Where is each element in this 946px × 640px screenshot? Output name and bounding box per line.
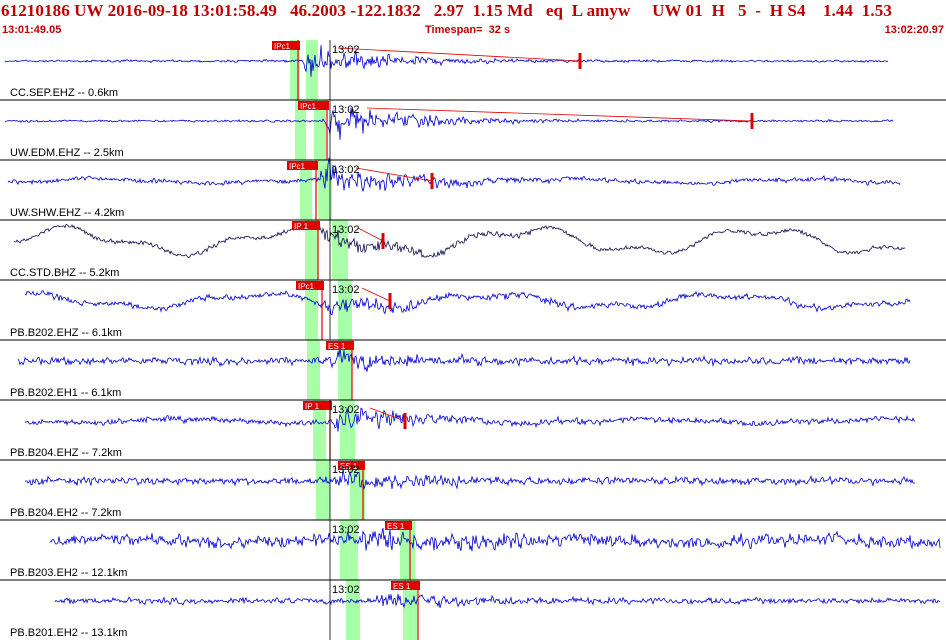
pick-label: ES 1 [387, 522, 405, 531]
station-label: UW.EDM.EHZ -- 2.5km [10, 147, 124, 159]
waveform [17, 346, 911, 372]
window-start-time: 13:01:49.05 [2, 24, 62, 36]
pick-flag [391, 581, 420, 590]
pick-flag [303, 401, 332, 410]
minute-label: 13:02 [332, 224, 360, 236]
station-label: PB.B204.EH2 -- 7.2km [10, 507, 121, 519]
waveform [54, 593, 941, 609]
minute-label: 13:02 [332, 284, 360, 296]
station-label: PB.B202.EHZ -- 6.1km [10, 327, 122, 339]
waveform [13, 223, 906, 259]
pick-flag [292, 221, 320, 230]
arrival-window [313, 400, 326, 460]
pick-label: IPc1 [289, 162, 306, 171]
pick-flag [287, 161, 318, 170]
event-title: 61210186 UW 2016-09-18 13:01:58.49 46.20… [1, 1, 892, 20]
coda-line [357, 227, 384, 242]
coda-line [337, 47, 581, 62]
arrival-window [306, 40, 318, 100]
arrival-window [307, 340, 320, 400]
pick-label: ES 1 [393, 582, 411, 591]
arrival-window [338, 280, 352, 340]
pick-label: IPc1 [300, 102, 317, 111]
waveform [4, 107, 894, 140]
arrival-window [305, 280, 318, 340]
pick-label: IP 1 [305, 402, 320, 411]
arrival-window [314, 100, 326, 160]
arrival-window [290, 40, 300, 100]
station-label: PB.B202.EH1 -- 6.1km [10, 387, 121, 399]
arrival-window [340, 400, 355, 460]
pick-flag [326, 341, 354, 350]
window-end-time: 13:02:20.97 [884, 24, 944, 36]
coda-line [369, 407, 406, 422]
arrival-window [340, 520, 358, 580]
coda-line [355, 167, 433, 182]
arrival-window [295, 100, 306, 160]
pick-label: IPc1 [274, 42, 291, 51]
minute-label: 13:02 [332, 584, 360, 596]
pick-label: IPc1 [298, 282, 315, 291]
pick-flag [296, 281, 324, 290]
coda-line [361, 287, 391, 302]
waveform [24, 407, 916, 432]
arrival-window [305, 220, 318, 280]
station-label: CC.STD.BHZ -- 5.2km [10, 267, 119, 279]
waveform [24, 469, 916, 490]
arrival-window [316, 460, 330, 520]
arrival-window [346, 580, 360, 640]
minute-label: 13:02 [332, 104, 360, 116]
waveform [7, 157, 901, 193]
station-label: PB.B204.EHZ -- 7.2km [10, 447, 122, 459]
pick-label: ES 1 [328, 342, 346, 351]
minute-label: 13:02 [332, 164, 360, 176]
waveform [4, 45, 889, 77]
minute-label: 13:02 [332, 44, 360, 56]
station-label: CC.SEP.EHZ -- 0.6km [10, 87, 118, 99]
pick-flag [272, 41, 300, 50]
timespan-label: Timespan= 32 s [425, 24, 511, 36]
station-label: PB.B201.EH2 -- 13.1km [10, 627, 127, 639]
pick-label: ES 1 [340, 462, 358, 471]
arrival-window [403, 580, 417, 640]
minute-label: 13:02 [332, 404, 360, 416]
seismogram-panel[interactable]: IPc1 13:02 CC.SEP.EHZ -- 0.6km IPc1 13:02 UW.… [0, 40, 946, 640]
event-header: 61210186 UW 2016-09-18 13:01:58.49 46.20… [0, 0, 946, 40]
station-label: UW.SHW.EHZ -- 4.2km [10, 207, 124, 219]
waveform [49, 527, 941, 552]
pick-flag [298, 101, 329, 110]
pick-flag [338, 461, 365, 470]
waveform [24, 290, 911, 316]
coda-line [366, 107, 753, 122]
arrival-window [350, 460, 365, 520]
pick-label: IP 1 [294, 222, 309, 231]
arrival-window [300, 160, 312, 220]
minute-label: 13:02 [332, 524, 360, 536]
station-label: PB.B203.EH2 -- 12.1km [10, 567, 127, 579]
pick-flag [385, 521, 412, 530]
minute-label: 13:02 [332, 464, 360, 476]
